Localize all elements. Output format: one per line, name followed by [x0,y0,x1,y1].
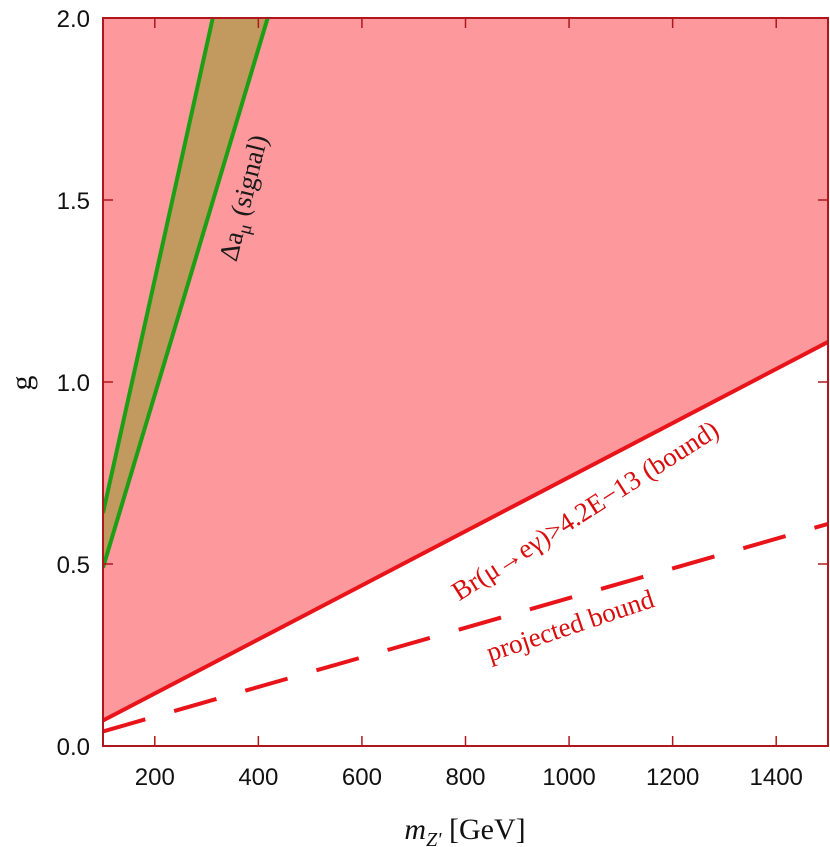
y-tick-label: 1.0 [57,370,90,397]
y-tick-label: 0.5 [57,552,90,579]
x-tick-label: 1400 [750,764,803,791]
x-tick-label: 1200 [646,764,699,791]
y-axis-title: g [5,376,38,391]
y-tick-label: 0.0 [57,734,90,761]
x-tick-label: 400 [238,764,278,791]
x-tick-label: 200 [135,764,175,791]
y-axis-ticks: 0.0 0.5 1.0 1.5 2.0 [57,6,828,761]
y-tick-label: 2.0 [57,6,90,33]
signal-upper-edge [103,18,215,514]
x-tick-label: 600 [342,764,382,791]
projected-bound-line [103,522,828,734]
x-axis-title: mZ' [GeV] [404,813,525,847]
excluded-bound-region [103,18,828,721]
x-tick-label: 1000 [542,764,595,791]
bound-line [103,340,828,723]
x-tick-label: 800 [445,764,485,791]
y-tick-label: 1.5 [57,188,90,215]
x-axis-ticks: 200 400 600 800 1000 1200 1400 [135,18,803,791]
signal-lower-edge [103,18,270,569]
